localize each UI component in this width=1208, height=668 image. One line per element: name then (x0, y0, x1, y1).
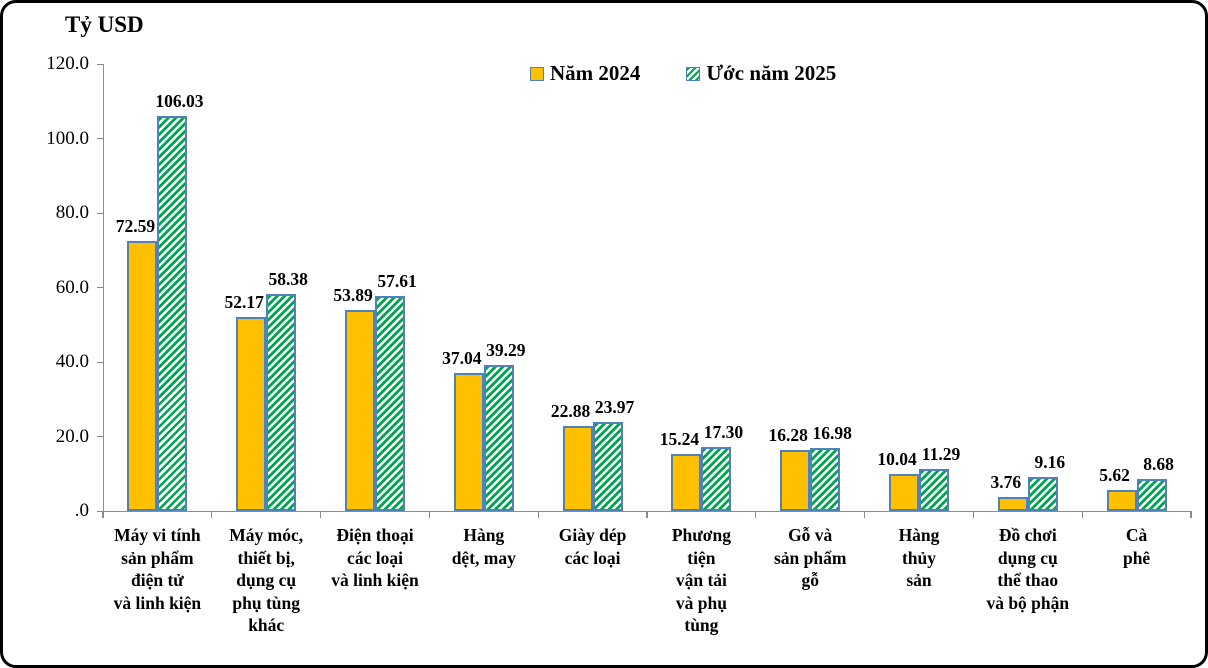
x-axis-tick (211, 512, 213, 518)
bar-2024-cat0 (127, 240, 158, 511)
x-axis-category-label: Hàng dệt, may (451, 525, 516, 568)
value-label-2024-cat7: 10.04 (877, 448, 917, 469)
value-label-2025-cat4: 23.97 (594, 396, 635, 417)
value-label-2025-cat2: 57.61 (377, 271, 417, 292)
y-axis-line (103, 64, 105, 511)
value-label-2024-cat0: 72.59 (115, 215, 156, 236)
x-axis-tick (1081, 512, 1083, 518)
plot-area: 120.0 100.0 80.0 60.0 40.0 20.0 .0 72.59 52.17 53… (46, 53, 1192, 635)
value-label-2025-cat1: 58.38 (268, 268, 308, 289)
legend: Năm 2024 Ước năm 2025 (530, 63, 836, 84)
x-axis-tick (646, 512, 648, 518)
x-axis-category-label: Phương tiện vận tải và phụ tùng (671, 525, 731, 635)
value-label-2025-cat3: 39.29 (486, 339, 526, 360)
y-axis-tick (97, 138, 103, 140)
legend-label-uoc-nam-2025: Ước năm 2025 (706, 61, 837, 85)
x-axis-tick (428, 512, 431, 518)
bar-2025-cat5 (701, 446, 732, 511)
x-axis-category-label: Máy móc, thiết bị, dụng cụ phụ tùng khác (229, 525, 304, 635)
legend-label-nam-2024: Năm 2024 (550, 61, 641, 85)
y-axis-tick-label: 40.0 (55, 351, 89, 372)
bar-2025-cat7 (919, 468, 949, 511)
legend-item-uoc-nam-2025: Ước năm 2025 (686, 63, 836, 84)
y-axis-tick (97, 510, 103, 512)
x-axis-tick (1190, 512, 1192, 518)
bar-2025-cat4 (592, 421, 623, 511)
chart-axis-title: Tỷ USD (65, 12, 144, 37)
x-axis-category-label: Cà phê (1122, 525, 1151, 568)
x-axis-tick (863, 512, 866, 518)
y-axis-tick-label: 80.0 (55, 202, 89, 223)
bar-2024-cat8 (997, 496, 1028, 511)
value-label-2025-cat8: 9.16 (1034, 451, 1066, 472)
y-axis-tick-label: .0 (74, 500, 89, 521)
legend-item-nam-2024: Năm 2024 (530, 63, 640, 84)
y-axis-tick-label: 60.0 (55, 276, 89, 298)
x-axis-tick (102, 512, 104, 518)
value-label-2025-cat7: 11.29 (921, 443, 961, 464)
bar-2025-cat9 (1136, 478, 1167, 511)
y-axis-tick-label: 20.0 (55, 425, 89, 447)
x-axis-line (103, 511, 1192, 513)
x-axis-category-label: Hàng thủy sản (898, 525, 940, 590)
y-axis-tick (97, 212, 103, 214)
x-axis-category-label: Điện thoại các loại và linh kiện (331, 525, 419, 590)
value-label-2025-cat9: 8.68 (1143, 453, 1174, 474)
bar-2025-cat8 (1027, 476, 1058, 511)
x-axis-category-label: Đồ chơi dụng cụ thể thao và bộ phận (986, 525, 1070, 613)
bar-2024-cat7 (889, 473, 919, 511)
bar-2024-cat9 (1106, 490, 1137, 511)
value-label-2025-cat0: 106.03 (155, 91, 204, 112)
bar-2025-cat0 (157, 116, 188, 511)
legend-swatch-solid-icon (530, 66, 544, 81)
value-label-2024-cat8: 3.76 (990, 472, 1022, 492)
bar-2025-cat6 (810, 447, 841, 511)
value-label-2025-cat6: 16.98 (812, 422, 852, 443)
bar-2025-cat3 (483, 364, 514, 511)
value-label-2024-cat1: 52.17 (224, 291, 264, 312)
y-axis-tick (97, 361, 103, 363)
bar-2024-cat2 (345, 310, 375, 511)
value-label-2025-cat5: 17.30 (703, 421, 744, 442)
value-label-2024-cat4: 22.88 (550, 400, 591, 421)
value-label-2024-cat2: 53.89 (333, 285, 373, 306)
y-axis-tick (97, 63, 103, 65)
bar-2024-cat3 (453, 373, 484, 511)
bar-2025-cat2 (375, 296, 405, 511)
y-axis-tick-label: 120.0 (46, 53, 89, 74)
value-label-2024-cat3: 37.04 (442, 348, 482, 369)
bar-2025-cat1 (266, 293, 297, 511)
value-label-2024-cat9: 5.62 (1099, 465, 1130, 486)
x-axis-category-label: Gỗ và sản phẩm gỗ (773, 525, 847, 590)
y-axis-tick (97, 287, 103, 289)
x-axis-category-label: Máy vi tính sản phẩm điện tử và linh kiệ… (113, 525, 202, 613)
y-axis-tick-label: 100.0 (46, 127, 89, 149)
value-label-2024-cat5: 15.24 (659, 429, 700, 450)
bar-2024-cat5 (671, 454, 702, 511)
x-axis-category-label: Giày dép các loại (558, 525, 627, 568)
value-label-2024-cat6: 16.28 (768, 425, 808, 446)
x-axis-tick (537, 512, 539, 518)
x-axis-tick (755, 512, 757, 518)
bar-2024-cat6 (780, 450, 811, 511)
bar-2024-cat1 (236, 316, 267, 511)
x-axis-tick (972, 512, 975, 518)
legend-swatch-hatch-icon (686, 66, 701, 81)
y-axis-tick (97, 436, 103, 438)
bar-2024-cat4 (562, 425, 593, 511)
x-axis-tick (319, 512, 322, 518)
